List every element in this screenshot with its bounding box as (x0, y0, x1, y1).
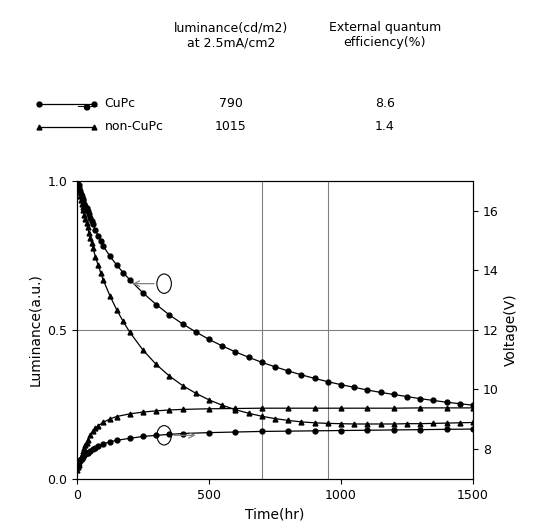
Text: 1.4: 1.4 (375, 120, 395, 133)
Text: non-CuPc: non-CuPc (104, 120, 163, 133)
X-axis label: Time(hr): Time(hr) (245, 507, 305, 521)
Y-axis label: Luminance(a.u.): Luminance(a.u.) (28, 273, 42, 386)
Text: ─●─: ─●─ (77, 102, 97, 111)
Text: 1015: 1015 (215, 120, 247, 133)
Text: luminance(cd/m2)
at 2.5mA/cm2: luminance(cd/m2) at 2.5mA/cm2 (174, 21, 288, 49)
Text: CuPc: CuPc (104, 97, 136, 110)
Text: External quantum
efficiency(%): External quantum efficiency(%) (329, 21, 441, 49)
Text: 8.6: 8.6 (375, 97, 395, 110)
Y-axis label: Voltage(V): Voltage(V) (504, 294, 518, 366)
Text: 790: 790 (219, 97, 243, 110)
